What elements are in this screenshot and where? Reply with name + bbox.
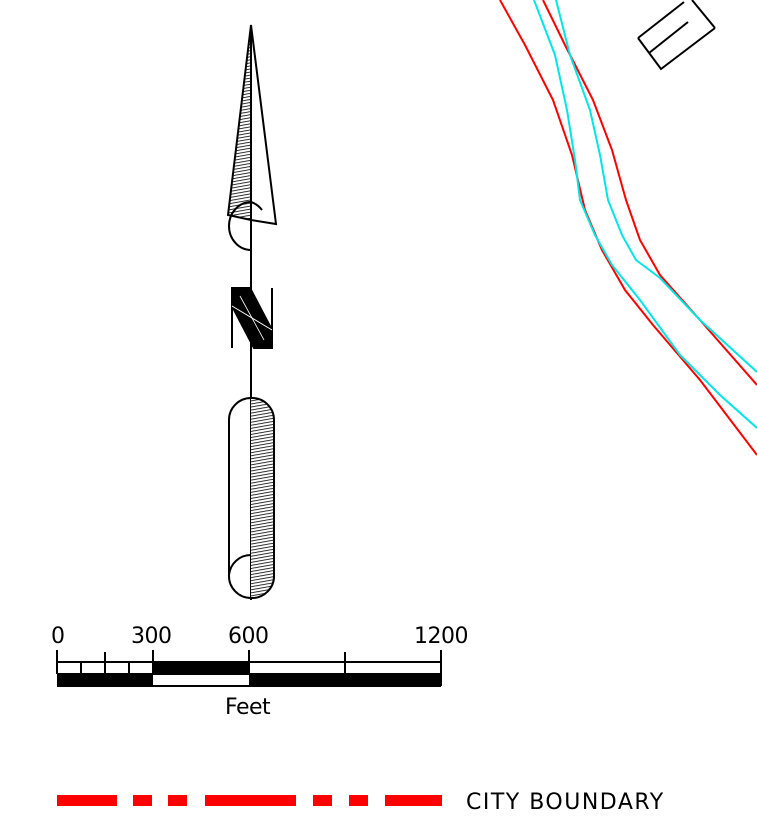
scale-segment-3 [249, 674, 441, 686]
north-letter-n-icon [231, 287, 273, 349]
scale-segment-2 [57, 674, 153, 686]
legend-city-boundary-swatch [57, 795, 442, 806]
north-arrow-tail-left [228, 397, 252, 576]
north-arrow-head-right [250, 24, 278, 226]
scale-tick-label-300: 300 [131, 624, 172, 649]
water-line [533, 0, 757, 429]
north-arrow: N [226, 24, 278, 600]
scale-segment-1 [153, 662, 249, 674]
north-arrow-head-left [226, 24, 252, 222]
north-arrow-upper-cap [228, 201, 252, 251]
scale-tick-label-1200: 1200 [414, 624, 468, 649]
map-label-e [637, 0, 716, 71]
scale-bar: 0 300 600 1200 Feet [51, 624, 469, 720]
scale-tick-label-0: 0 [51, 624, 65, 649]
north-arrow-tail-right [250, 396, 276, 600]
legend-city-boundary-label: CITY BOUNDARY [466, 790, 665, 815]
scale-unit-label: Feet [225, 695, 271, 720]
legend: CITY BOUNDARY [57, 790, 665, 815]
scale-tick-label-600: 600 [228, 624, 269, 649]
city-boundary-line [499, 0, 757, 456]
